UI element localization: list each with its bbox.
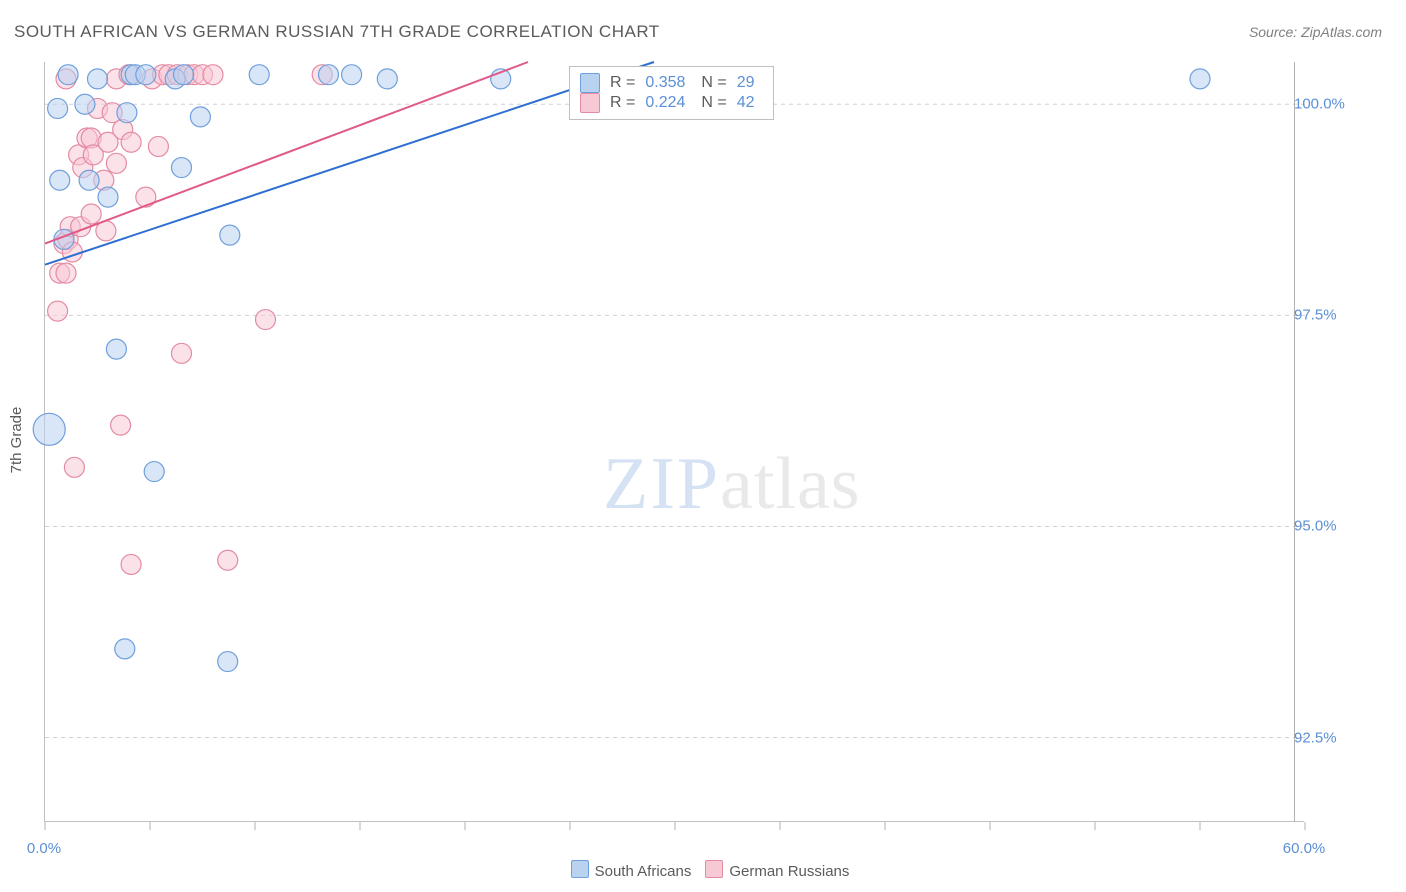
inset-r-value: 0.358 — [645, 74, 685, 92]
inset-n-value: 29 — [737, 74, 755, 92]
chart-container: SOUTH AFRICAN VS GERMAN RUSSIAN 7TH GRAD… — [0, 0, 1406, 892]
legend-swatch-blue — [571, 860, 589, 878]
legend-label-blue: South Africans — [595, 863, 692, 880]
inset-n-value: 42 — [737, 94, 755, 112]
inset-swatch — [580, 93, 600, 113]
y-tick-label: 100.0% — [1294, 96, 1345, 113]
inset-legend-row: R = 0.358 N = 29 — [580, 73, 761, 93]
inset-r-label: R = — [610, 94, 635, 112]
plot-svg — [45, 62, 1304, 821]
inset-legend: R = 0.358 N = 29 R = 0.224 N = 42 — [569, 66, 774, 120]
plot-area: ZIPatlas R =0.358N =29R =0.224N =42 — [44, 62, 1304, 822]
legend-label-pink: German Russians — [729, 863, 849, 880]
inset-n-label: N = — [701, 74, 726, 92]
inset-swatch — [580, 73, 600, 93]
y-tick-label: 95.0% — [1294, 518, 1337, 535]
inset-legend-row: R = 0.224 N = 42 — [580, 93, 761, 113]
inset-r-label: R = — [610, 74, 635, 92]
x-tick-label: 0.0% — [27, 840, 61, 857]
inset-n-label: N = — [701, 94, 726, 112]
y-tick-label: 92.5% — [1294, 729, 1337, 746]
bottom-legend: South Africans German Russians — [0, 860, 1406, 880]
legend-swatch-pink — [705, 860, 723, 878]
x-tick-label: 60.0% — [1283, 840, 1326, 857]
source-label: Source: ZipAtlas.com — [1249, 24, 1382, 40]
inset-r-value: 0.224 — [645, 94, 685, 112]
y-axis-label: 7th Grade — [8, 407, 25, 474]
chart-title: SOUTH AFRICAN VS GERMAN RUSSIAN 7TH GRAD… — [14, 22, 660, 42]
y-tick-label: 97.5% — [1294, 307, 1337, 324]
